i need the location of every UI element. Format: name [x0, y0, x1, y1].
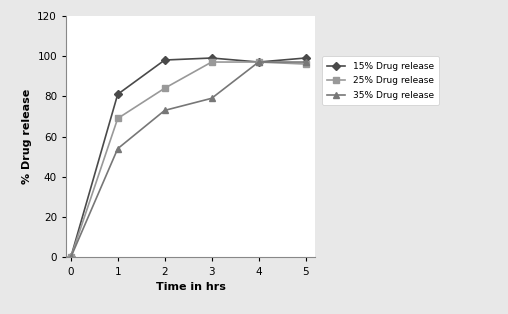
Line: 15% Drug release: 15% Drug release — [68, 55, 308, 260]
Line: 25% Drug release: 25% Drug release — [68, 59, 308, 260]
25% Drug release — [68, 256, 74, 259]
35% Drug release — [209, 96, 215, 100]
15% Drug release — [256, 60, 262, 64]
35% Drug release — [303, 60, 309, 64]
25% Drug release — [209, 60, 215, 64]
35% Drug release — [68, 256, 74, 259]
X-axis label: Time in hrs: Time in hrs — [155, 282, 226, 292]
15% Drug release — [209, 56, 215, 60]
15% Drug release — [68, 256, 74, 259]
25% Drug release — [256, 60, 262, 64]
35% Drug release — [162, 109, 168, 112]
35% Drug release — [256, 60, 262, 64]
25% Drug release — [162, 86, 168, 90]
15% Drug release — [162, 58, 168, 62]
Legend: 15% Drug release, 25% Drug release, 35% Drug release: 15% Drug release, 25% Drug release, 35% … — [322, 57, 439, 105]
25% Drug release — [115, 116, 121, 120]
Line: 35% Drug release: 35% Drug release — [68, 59, 308, 260]
Y-axis label: % Drug release: % Drug release — [22, 89, 31, 184]
15% Drug release — [115, 92, 121, 96]
15% Drug release — [303, 56, 309, 60]
25% Drug release — [303, 62, 309, 66]
35% Drug release — [115, 147, 121, 151]
